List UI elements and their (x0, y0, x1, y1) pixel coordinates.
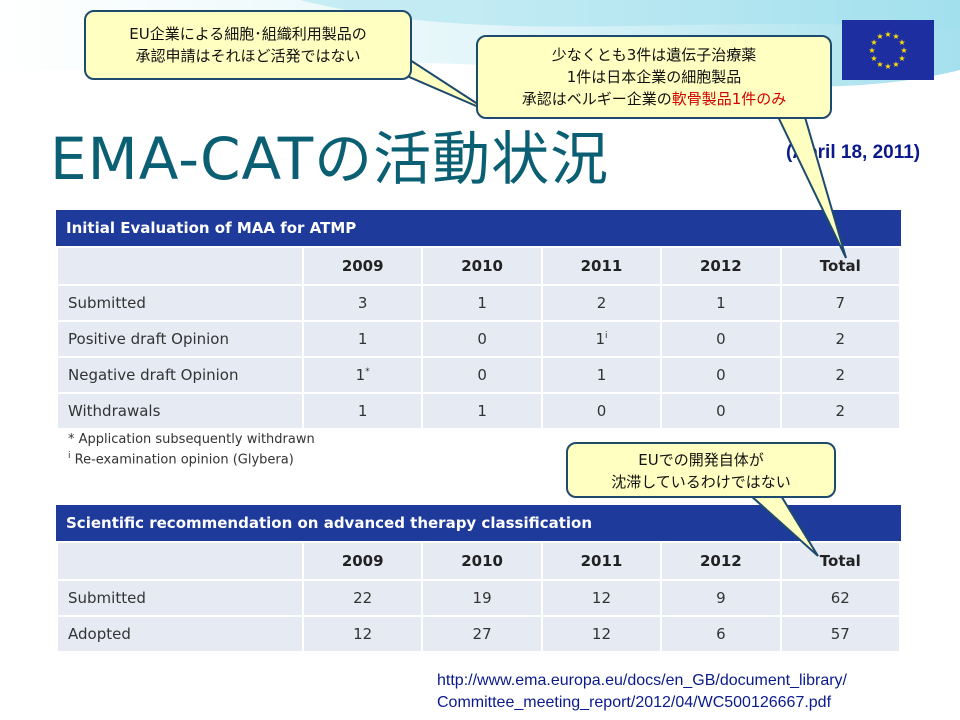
row-label: Submitted (56, 579, 304, 617)
table-row: Submitted 22 19 12 9 62 (56, 579, 902, 617)
callout-approval-details: 少なくとも3件は遺伝子治療薬 1件は日本企業の細胞製品 承認はベルギー企業の軟骨… (476, 35, 832, 119)
table-cell: 0 (540, 392, 663, 430)
cell-value: 1 (595, 330, 605, 348)
table-cell: 6 (660, 615, 782, 653)
footnote-mark: i (604, 331, 608, 341)
table-heading: Initial Evaluation of MAA for ATMP (56, 210, 901, 246)
svg-text:★: ★ (868, 46, 875, 55)
column-header (56, 246, 304, 286)
footnote-star: * Application subsequently withdrawn (68, 432, 315, 447)
table-cell: 1 (421, 284, 543, 322)
cell-value: 1 (355, 366, 366, 384)
svg-text:★: ★ (870, 38, 877, 47)
column-header: Total (779, 541, 902, 581)
column-header: 2009 (301, 246, 424, 286)
table-cell: 0 (660, 320, 782, 358)
callout-line: EUでの開発自体が (638, 451, 764, 469)
table-cell: 19 (421, 579, 543, 617)
table-cell: 7 (779, 284, 902, 322)
row-label: Submitted (56, 284, 304, 322)
table-cell: 1i (540, 320, 663, 358)
table-cell: 27 (421, 615, 543, 653)
column-header: 2011 (540, 246, 663, 286)
column-header: 2010 (421, 541, 543, 581)
table-cell: 2 (779, 320, 902, 358)
column-header: 2010 (421, 246, 543, 286)
table-cell: 1 (301, 392, 424, 430)
classification-recommendation-table: Scientific recommendation on advanced th… (56, 505, 902, 653)
table-cell: 1 (421, 392, 543, 430)
svg-text:★: ★ (892, 60, 899, 69)
callout-line: 1件は日本企業の細胞製品 (566, 68, 742, 86)
column-header: 2012 (660, 246, 782, 286)
callout-line: 少なくとも3件は遺伝子治療薬 (551, 46, 757, 64)
svg-text:★: ★ (876, 60, 883, 69)
column-header (56, 541, 304, 581)
footnote-i-text: Re-examination opinion (Glybera) (70, 452, 294, 468)
column-header: 2009 (301, 541, 424, 581)
table-cell: 2 (779, 356, 902, 394)
table-row: Negative draft Opinion 1* 0 1 0 2 (56, 356, 902, 394)
table-cell: 12 (540, 615, 663, 653)
footnote-i: i Re-examination opinion (Glybera) (68, 448, 889, 468)
table-cell: 3 (301, 284, 424, 322)
table-cell: 2 (540, 284, 663, 322)
source-link[interactable]: http://www.ema.europa.eu/docs/en_GB/docu… (437, 670, 847, 714)
table-cell: 2 (779, 392, 902, 430)
table-cell: 0 (421, 320, 543, 358)
footnote-mark: * (365, 367, 370, 377)
column-header: Total (779, 246, 902, 286)
svg-text:★: ★ (870, 54, 877, 63)
table-row: Withdrawals 1 1 0 0 2 (56, 392, 902, 430)
eu-flag-icon: ★ ★★ ★★★ ★★★ ★★★ (842, 20, 934, 80)
table-cell: 0 (421, 356, 543, 394)
svg-text:★: ★ (892, 32, 899, 41)
svg-text:★: ★ (884, 30, 891, 39)
table-heading: Scientific recommendation on advanced th… (56, 505, 901, 541)
callout-emphasis: 軟骨製品1件のみ (671, 90, 787, 108)
table-cell: 12 (540, 579, 663, 617)
callout-line: 承認はベルギー企業の軟骨製品1件のみ (478, 88, 830, 110)
row-label: Adopted (56, 615, 304, 653)
column-header: 2012 (660, 541, 782, 581)
table-cell: 1 (540, 356, 663, 394)
callout-line: EU企業による細胞･組織利用製品の (129, 25, 367, 43)
table-row: Positive draft Opinion 1 0 1i 0 2 (56, 320, 902, 358)
callout-eu-applications: EU企業による細胞･組織利用製品の 承認申請はそれほど活発ではない (84, 10, 412, 80)
row-label: Negative draft Opinion (56, 356, 304, 394)
atmp-evaluation-table: Initial Evaluation of MAA for ATMP 2009 … (56, 210, 902, 473)
callout-line: 沈滞しているわけではない (611, 473, 791, 491)
table-cell: 0 (660, 392, 782, 430)
table-cell: 9 (660, 579, 782, 617)
callout-line: 承認申請はそれほど活発ではない (135, 47, 361, 65)
svg-text:★: ★ (884, 62, 891, 71)
table-cell: 1* (301, 356, 424, 394)
table-cell: 22 (301, 579, 424, 617)
column-header: 2011 (540, 541, 663, 581)
table-cell: 0 (660, 356, 782, 394)
svg-text:★: ★ (898, 54, 905, 63)
svg-text:★: ★ (876, 32, 883, 41)
row-label: Positive draft Opinion (56, 320, 304, 358)
source-link-line[interactable]: http://www.ema.europa.eu/docs/en_GB/docu… (437, 672, 847, 689)
table-cell: 57 (779, 615, 902, 653)
table-cell: 1 (301, 320, 424, 358)
svg-text:★: ★ (898, 38, 905, 47)
row-label: Withdrawals (56, 392, 304, 430)
table-row: Submitted 3 1 2 1 7 (56, 284, 902, 322)
table-cell: 62 (779, 579, 902, 617)
table-row: Adopted 12 27 12 6 57 (56, 615, 902, 653)
callout-eu-development: EUでの開発自体が 沈滞しているわけではない (566, 442, 836, 498)
date-note: (April 18, 2011) (786, 142, 921, 163)
svg-text:★: ★ (900, 46, 907, 55)
callout-text: 承認はベルギー企業の (521, 90, 672, 108)
page-title: EMA-CATの活動状況 (50, 125, 610, 193)
table-cell: 1 (660, 284, 782, 322)
footnote-i-mark: i (68, 451, 71, 461)
source-link-line[interactable]: Committee_meeting_report/2012/04/WC50012… (437, 694, 832, 711)
table-cell: 12 (301, 615, 424, 653)
